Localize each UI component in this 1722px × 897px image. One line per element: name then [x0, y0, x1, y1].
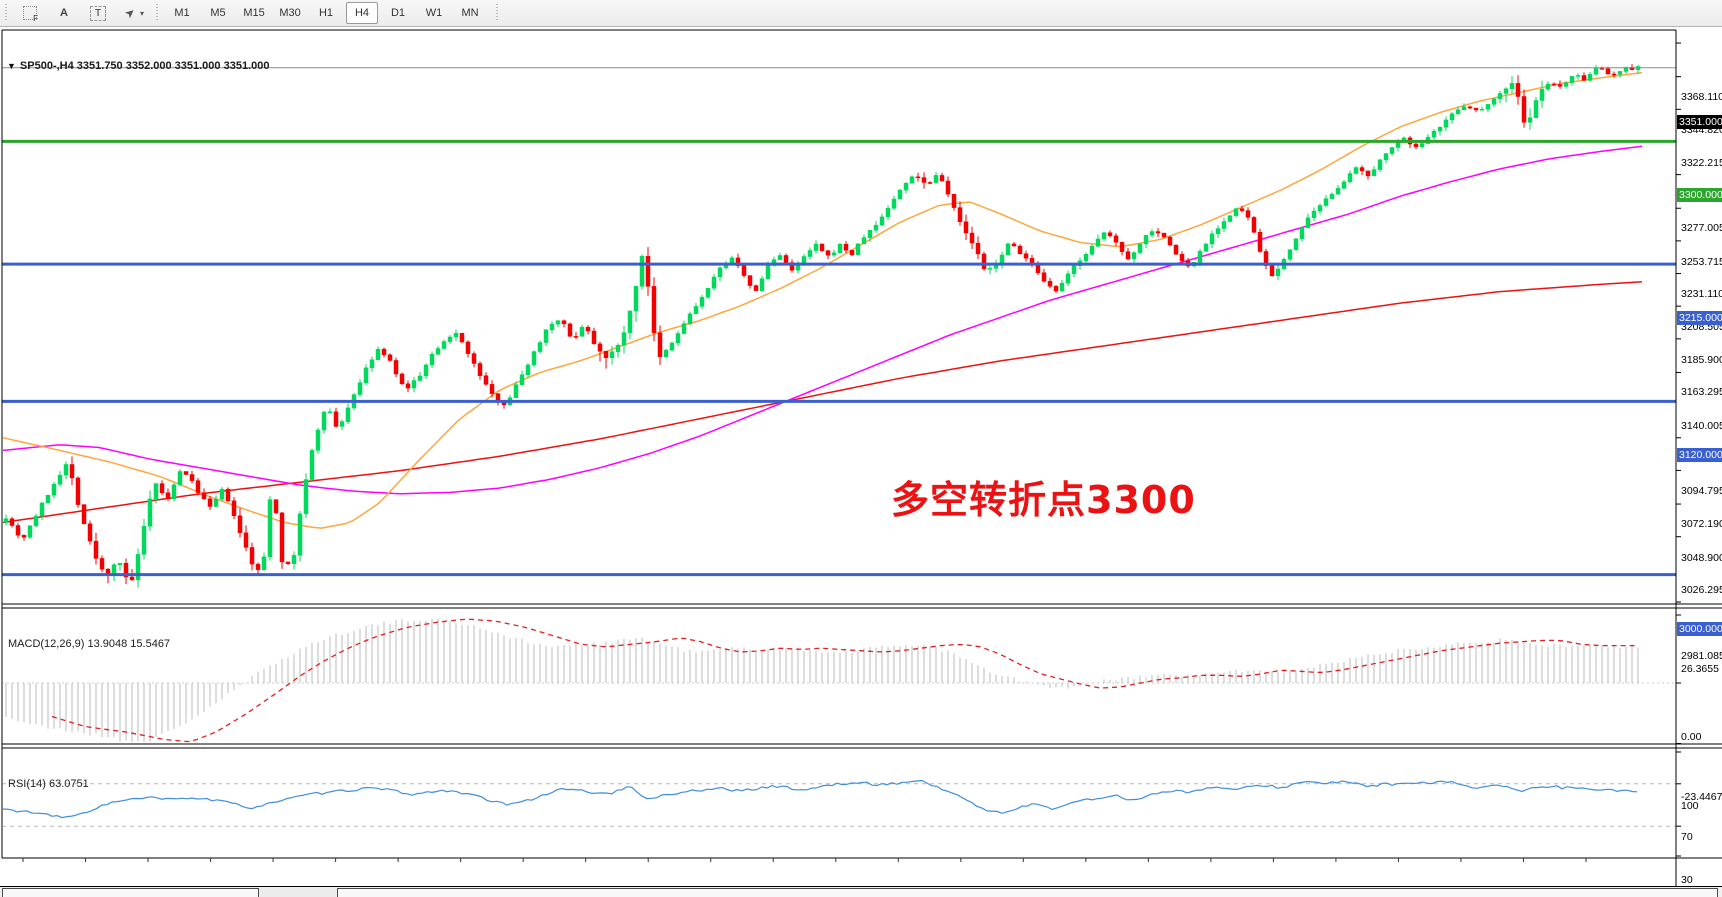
scrollbar-left-segment[interactable]: [2, 888, 259, 897]
timeframe-button-mn[interactable]: MN: [461, 7, 479, 19]
macd-axis-tick: -23.4467: [1681, 790, 1722, 803]
price-axis-tick: 3208.505: [1681, 321, 1722, 334]
rsi-indicator-label: RSI(14) 63.0751: [8, 778, 89, 790]
price-line-badge: 3000.000: [1677, 621, 1722, 636]
macd-indicator-label: MACD(12,26,9) 13.9048 15.5467: [8, 638, 171, 650]
price-axis-tick: 3277.005: [1681, 222, 1722, 235]
price-line-badge: 3300.000: [1677, 188, 1722, 203]
text-box-button[interactable]: T: [83, 2, 113, 24]
chart-area: ▼ SP500-,H4 3351.750 3352.000 3351.000 33…: [0, 27, 1722, 897]
price-axis-tick: 3231.110: [1681, 288, 1722, 301]
label-a-icon: A: [60, 7, 68, 19]
scrollbar-thumb[interactable]: [259, 888, 336, 897]
symbol-ohlc-overlay: ▼ SP500-,H4 3351.750 3352.000 3351.000 33…: [7, 60, 269, 72]
price-axis-tick: 3140.005: [1681, 419, 1722, 432]
chart-annotation-text: 多空转折点3300: [891, 478, 1196, 522]
price-axis-tick: 3026.295: [1681, 584, 1722, 597]
toolbar: F A T ➤ ▾ M1 M5 M15 M30 H1 H4 D1 W1 MN: [0, 0, 1722, 27]
snap-grid-button[interactable]: F: [15, 2, 45, 24]
timeframe-button-m30[interactable]: M30: [279, 7, 301, 19]
macd-axis-tick: 0.00: [1681, 730, 1702, 743]
rsi-axis-tick: 100: [1681, 799, 1699, 812]
timeframe-button-h1[interactable]: H1: [318, 7, 334, 19]
horizontal-scrollbar[interactable]: [0, 886, 1722, 897]
price-axis-tick: 3163.295: [1681, 386, 1722, 399]
toolbar-grip-3[interactable]: [494, 4, 502, 22]
price-axis-tick: 3322.215: [1681, 156, 1722, 169]
timeframe-button-d1[interactable]: D1: [390, 7, 406, 19]
timeframe-button-m1[interactable]: M1: [174, 7, 190, 19]
price-axis-tick: 3185.900: [1681, 353, 1722, 366]
price-line-badge: 3120.000: [1677, 448, 1722, 463]
macd-axis-tick: 26.3655: [1681, 662, 1719, 675]
price-axis-tick: 3094.795: [1681, 485, 1722, 498]
text-label-button[interactable]: A: [49, 2, 79, 24]
textbox-t-icon: T: [90, 5, 106, 21]
price-line-badge: 3215.000: [1677, 311, 1722, 326]
rsi-axis-tick: 70: [1681, 831, 1693, 844]
timeframe-button-h4[interactable]: H4: [346, 2, 379, 24]
toolbar-grip-2[interactable]: [154, 4, 162, 22]
timeframe-button-w1[interactable]: W1: [425, 7, 443, 19]
timeframe-button-m5[interactable]: M5: [210, 7, 226, 19]
price-axis-tick: 3048.900: [1681, 551, 1722, 564]
price-line-badge: 3351.000: [1677, 114, 1722, 129]
price-axis-tick: 3368.110: [1681, 90, 1722, 103]
scrollbar-right-segment[interactable]: [337, 888, 1718, 897]
price-axis-tick: 2981.085: [1681, 649, 1722, 662]
chevron-down-icon[interactable]: ▾: [140, 8, 145, 18]
ohlc-text: SP500-,H4 3351.750 3352.000 3351.000 335…: [19, 60, 270, 72]
price-axis-tick: 3253.715: [1681, 255, 1722, 268]
timeframe-button-group: M1 M5 M15 M30 H1 H4 D1 W1 MN: [164, 2, 488, 24]
price-axis-tick: 3072.190: [1681, 517, 1722, 530]
chart-canvas[interactable]: [0, 27, 1722, 897]
dropdown-triangle-icon[interactable]: ▼: [7, 61, 16, 71]
rsi-axis-tick: 30: [1681, 873, 1693, 886]
price-axis-tick: 3344.820: [1681, 124, 1722, 137]
timeframe-button-m15[interactable]: M15: [243, 7, 265, 19]
snap-grid-icon: F: [22, 5, 38, 23]
cursor-arrow-icon: ➤: [121, 4, 139, 22]
cursor-tool-button[interactable]: ➤ ▾: [117, 2, 149, 24]
toolbar-grip[interactable]: [3, 4, 10, 22]
